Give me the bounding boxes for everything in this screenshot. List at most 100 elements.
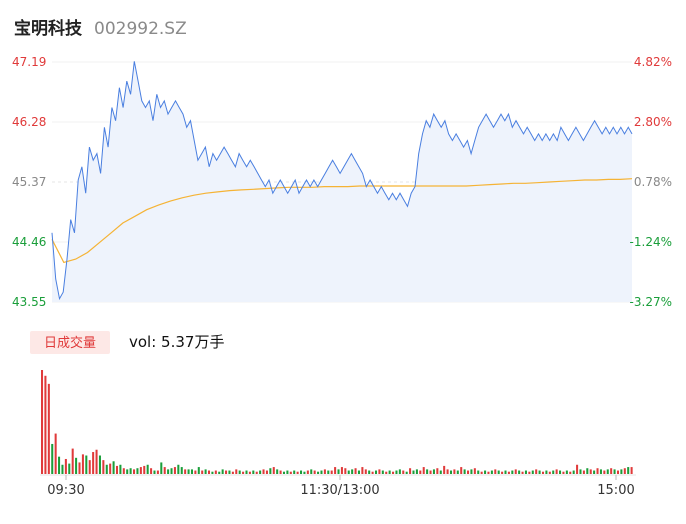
volume-bar — [559, 470, 562, 474]
volume-bar — [388, 470, 391, 474]
volume-bar — [129, 468, 132, 474]
volume-bar — [177, 464, 180, 474]
volume-bar — [170, 468, 173, 474]
volume-bar — [436, 468, 439, 474]
volume-bar — [374, 470, 378, 474]
y-left-tick-0: 47.19 — [12, 55, 46, 69]
volume-bar — [419, 470, 422, 474]
volume-bar — [364, 469, 367, 474]
volume-bar — [153, 470, 156, 474]
volume-bar — [221, 469, 224, 474]
volume-bar — [112, 461, 115, 474]
volume-bar — [497, 470, 500, 474]
volume-bar — [143, 465, 146, 474]
volume-bar — [330, 470, 333, 474]
volume-bar — [443, 465, 446, 474]
volume-bar — [610, 468, 613, 474]
volume-bar — [204, 469, 207, 474]
volume-bar — [293, 470, 296, 474]
volume-bar — [207, 470, 211, 474]
volume-bar — [173, 467, 176, 474]
volume-bar — [313, 470, 316, 474]
volume-bar — [623, 468, 626, 474]
time-label-close: 15:00 — [597, 483, 634, 498]
volume-bar — [286, 470, 289, 474]
volume-bar — [81, 454, 84, 474]
volume-bar — [535, 469, 538, 474]
volume-bar — [613, 469, 616, 474]
volume-bar — [306, 470, 309, 474]
volume-bar — [160, 462, 163, 474]
volume-bar — [385, 471, 388, 474]
volume-bar — [361, 467, 364, 474]
volume-bar — [426, 469, 429, 474]
volume-bar — [119, 464, 122, 474]
volume-badge-label: 日成交量 — [44, 335, 96, 351]
volume-bar — [317, 471, 320, 474]
price-area-fill — [52, 61, 632, 302]
volume-bar — [415, 469, 418, 474]
volume-bar — [167, 469, 170, 474]
volume-bar — [190, 469, 193, 474]
volume-bar — [61, 464, 64, 474]
volume-bar — [599, 469, 602, 474]
volume-bar — [589, 469, 592, 474]
volume-bar — [378, 469, 381, 474]
volume-bar — [409, 468, 412, 474]
y-left-tick-3: 44.46 — [12, 235, 46, 249]
volume-bar — [371, 471, 374, 474]
volume-bar — [484, 470, 487, 474]
volume-bar — [92, 452, 95, 474]
volume-bar — [579, 469, 582, 474]
volume-bar — [562, 471, 565, 474]
volume-bar — [235, 469, 238, 474]
volume-bar — [75, 457, 78, 474]
volume-bar — [334, 467, 337, 474]
volume-bar — [467, 470, 470, 474]
volume-bar — [255, 471, 258, 474]
volume-bar — [528, 471, 531, 474]
volume-bar — [71, 448, 74, 474]
volume-bar — [524, 470, 527, 474]
volume-bar — [194, 470, 197, 474]
volume-bar — [347, 470, 350, 474]
volume-bar — [163, 467, 166, 474]
volume-bar — [398, 469, 401, 474]
volume-bar — [41, 370, 44, 474]
volume-bar — [449, 470, 453, 474]
y-right-tick-4: -3.27% — [630, 295, 672, 309]
stock-code: 002992.SZ — [94, 19, 187, 39]
volume-bar — [51, 443, 54, 474]
volume-bar — [487, 471, 490, 474]
volume-bar — [463, 469, 466, 474]
volume-bars — [41, 370, 633, 474]
volume-bar — [272, 467, 275, 474]
volume-bar — [446, 469, 449, 474]
volume-bar — [392, 471, 395, 474]
volume-bar — [252, 470, 255, 474]
volume-bar — [545, 470, 548, 474]
volume-bar — [279, 470, 282, 474]
time-axis: 09:30 11:30/13:00 15:00 — [47, 475, 635, 498]
volume-bar — [616, 470, 619, 474]
volume-bar — [460, 467, 463, 474]
volume-bar — [340, 467, 343, 474]
volume-bar — [572, 470, 575, 474]
volume-bar — [122, 468, 125, 474]
volume-bar — [576, 464, 579, 474]
volume-bar — [405, 471, 408, 474]
volume-header: 日成交量 vol: 5.37万手 — [30, 331, 224, 354]
time-label-midday: 11:30/13:00 — [300, 483, 379, 498]
volume-bar — [552, 470, 555, 474]
volume-bar — [368, 470, 371, 474]
y-right-tick-3: -1.24% — [630, 235, 672, 249]
volume-bar — [586, 468, 589, 474]
volume-bar — [473, 468, 476, 474]
volume-bar — [150, 468, 153, 474]
volume-bar — [402, 470, 405, 474]
volume-bar — [501, 471, 504, 474]
volume-bar — [187, 469, 190, 474]
volume-bar — [565, 470, 568, 474]
volume-bar — [582, 470, 585, 474]
